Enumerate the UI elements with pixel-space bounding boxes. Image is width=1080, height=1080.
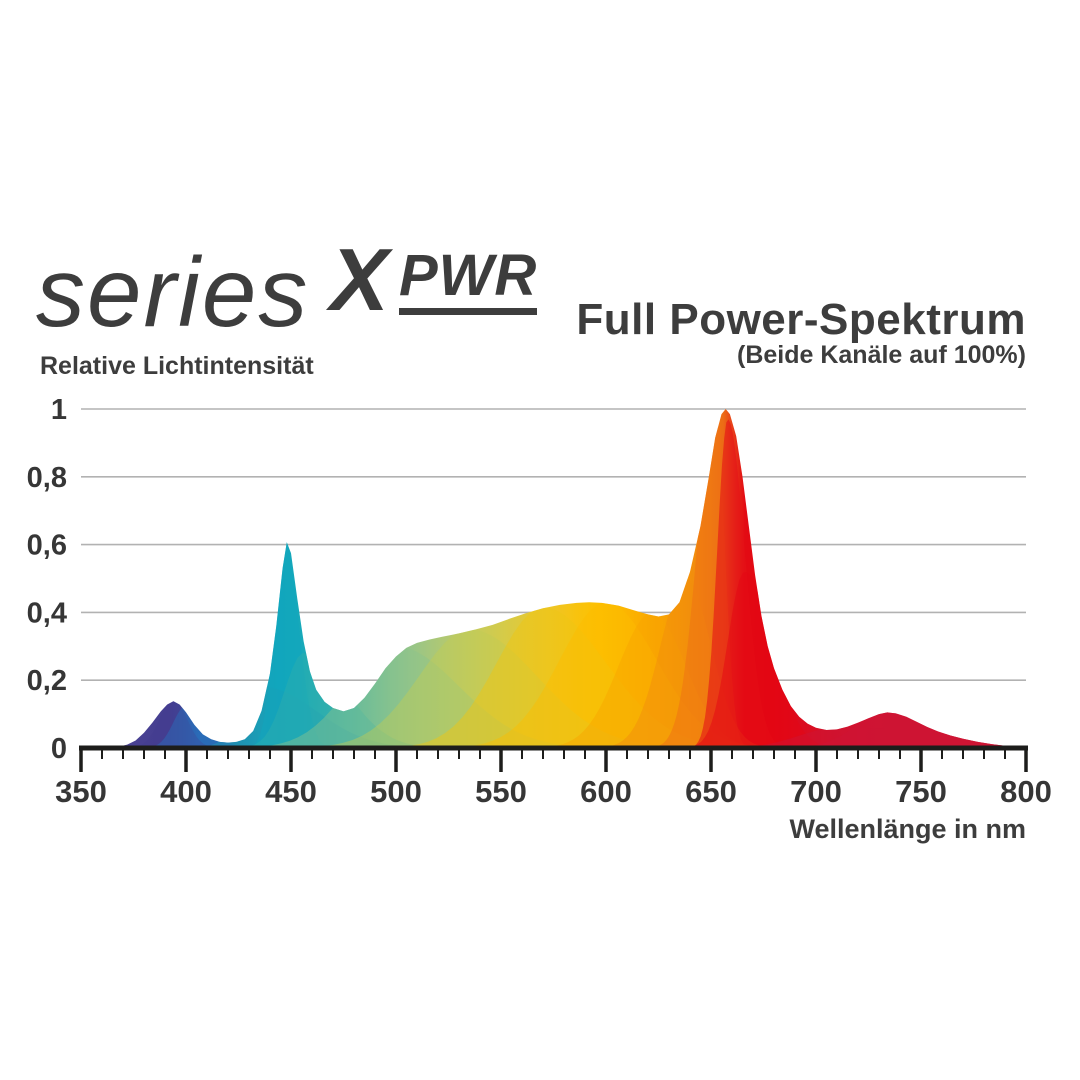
brand-x-text: X (330, 230, 389, 329)
svg-text:800: 800 (1000, 774, 1052, 809)
svg-text:500: 500 (370, 774, 422, 809)
svg-text:400: 400 (160, 774, 212, 809)
svg-text:700: 700 (790, 774, 842, 809)
svg-text:550: 550 (475, 774, 527, 809)
spectrum-channel-layers (124, 409, 1026, 748)
svg-text:650: 650 (685, 774, 737, 809)
brand-pwr-text: PWR (399, 247, 538, 315)
svg-text:0,2: 0,2 (27, 665, 67, 697)
svg-text:1: 1 (51, 394, 67, 426)
svg-text:0,6: 0,6 (27, 530, 67, 562)
y-tick-labels: 0 0,2 0,4 0,6 0,8 1 (27, 394, 67, 765)
x-axis-title: Wellenlänge in nm (789, 814, 1026, 844)
chart-subtitle: (Beide Kanäle auf 100%) (737, 341, 1026, 369)
svg-text:0,8: 0,8 (27, 462, 67, 494)
svg-text:750: 750 (895, 774, 947, 809)
x-tick-labels: 350 400 450 500 550 600 650 700 750 800 (55, 774, 1052, 809)
brand-series-text: series (36, 237, 310, 347)
y-axis-title: Relative Lichtintensität (40, 352, 314, 380)
svg-text:450: 450 (265, 774, 317, 809)
svg-text:600: 600 (580, 774, 632, 809)
svg-text:0,4: 0,4 (27, 597, 67, 629)
x-axis (79, 745, 1028, 772)
svg-text:0: 0 (51, 733, 67, 765)
chart-title: Full Power-Spektrum (576, 295, 1026, 344)
svg-text:350: 350 (55, 774, 107, 809)
